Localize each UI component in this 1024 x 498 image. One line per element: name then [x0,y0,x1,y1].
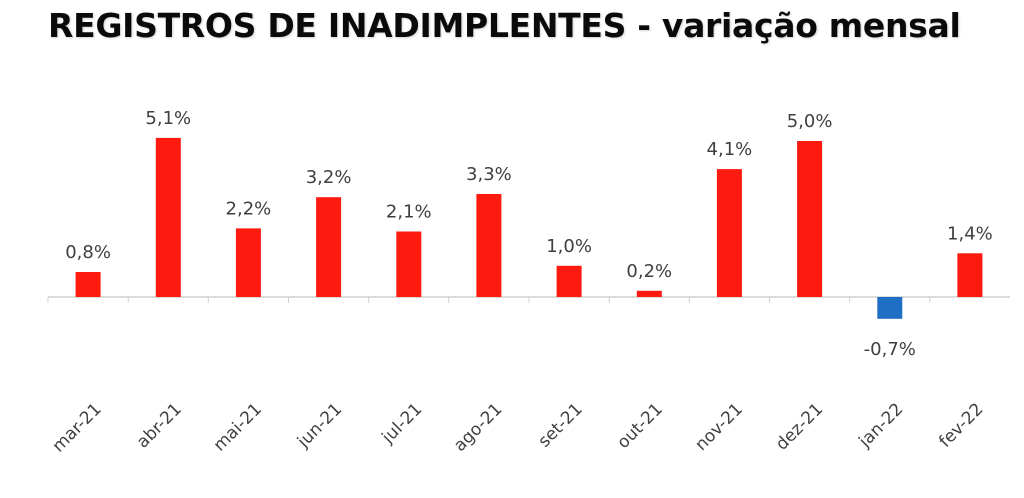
bar-set-21 [556,265,582,297]
chart-title: REGISTROS DE INADIMPLENTES - variação me… [48,6,961,45]
value-label-abr-21: 5,1% [145,108,191,129]
category-label-jan-22: jan-22 [855,399,908,452]
category-label-nov-21: nov-21 [691,399,747,455]
value-label-out-21: 0,2% [626,261,672,282]
value-label-nov-21: 4,1% [707,139,753,160]
bar-mai-21 [235,228,261,297]
category-label-out-21: out-21 [613,399,666,452]
bar-abr-21 [155,137,181,297]
category-label-ago-21: ago-21 [450,399,506,455]
value-label-set-21: 1,0% [546,236,592,257]
value-label-mai-21: 2,2% [226,198,272,219]
category-label-mar-21: mar-21 [49,399,106,456]
bar-out-21 [636,290,662,297]
category-label-set-21: set-21 [534,399,586,451]
category-label-fev-22: fev-22 [935,399,987,451]
bar-fev-22 [957,253,983,297]
bar-jun-21 [316,197,342,297]
category-label-abr-21: abr-21 [133,399,186,452]
category-label-mai-21: mai-21 [210,399,266,455]
value-label-jan-22: -0,7% [864,339,916,360]
bar-jul-21 [396,231,422,297]
bar-mar-21 [75,272,101,297]
value-label-fev-22: 1,4% [947,223,993,244]
value-label-mar-21: 0,8% [65,242,111,263]
category-label-dez-21: dez-21 [772,399,827,454]
bar-nov-21 [716,169,742,297]
value-label-dez-21: 5,0% [787,111,833,132]
bar-jan-22 [877,297,903,319]
value-label-ago-21: 3,3% [466,164,512,185]
category-label-jun-21: jun-21 [293,399,346,452]
category-label-jul-21: jul-21 [378,399,427,448]
value-label-jul-21: 2,1% [386,202,432,223]
bar-dez-21 [797,141,823,297]
bar-ago-21 [476,194,502,297]
value-label-jun-21: 3,2% [306,167,352,188]
